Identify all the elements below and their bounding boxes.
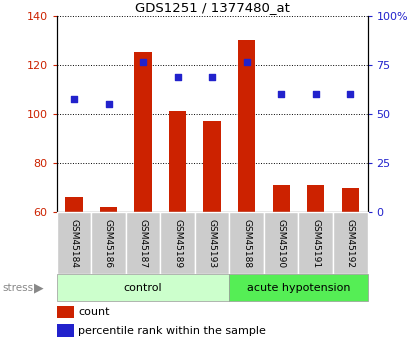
Text: count: count — [79, 307, 110, 317]
Point — [71, 96, 77, 102]
Bar — [299, 212, 333, 274]
Bar — [66, 197, 83, 212]
Bar — [333, 212, 368, 274]
Bar — [57, 324, 74, 337]
Bar — [134, 52, 152, 212]
Bar — [238, 40, 255, 212]
Bar — [264, 212, 299, 274]
Text: GSM45189: GSM45189 — [173, 219, 182, 268]
Bar — [57, 212, 91, 274]
Bar — [273, 185, 290, 212]
Point — [140, 59, 147, 65]
Point — [209, 74, 215, 80]
Text: GSM45184: GSM45184 — [69, 219, 79, 268]
Bar — [160, 212, 195, 274]
Text: GSM45192: GSM45192 — [346, 219, 355, 268]
Bar — [57, 306, 74, 318]
Bar — [203, 121, 221, 212]
Text: control: control — [124, 283, 163, 293]
Text: GSM45191: GSM45191 — [311, 219, 320, 268]
Point — [243, 59, 250, 65]
Point — [105, 101, 112, 107]
Text: GSM45186: GSM45186 — [104, 219, 113, 268]
Bar — [100, 207, 117, 212]
Bar — [341, 188, 359, 212]
Point — [174, 74, 181, 80]
Point — [312, 91, 319, 97]
Text: acute hypotension: acute hypotension — [247, 283, 350, 293]
Text: GSM45187: GSM45187 — [139, 219, 147, 268]
Bar — [229, 212, 264, 274]
Bar — [195, 212, 229, 274]
Point — [278, 91, 284, 97]
Text: stress: stress — [2, 283, 33, 293]
Bar — [169, 111, 186, 212]
Title: GDS1251 / 1377480_at: GDS1251 / 1377480_at — [135, 1, 289, 14]
Bar — [229, 274, 368, 301]
Text: GSM45188: GSM45188 — [242, 219, 251, 268]
Bar — [307, 185, 324, 212]
Text: percentile rank within the sample: percentile rank within the sample — [79, 326, 266, 336]
Text: GSM45190: GSM45190 — [277, 219, 286, 268]
Point — [347, 91, 354, 97]
Bar — [57, 274, 229, 301]
Text: GSM45193: GSM45193 — [207, 219, 217, 268]
Bar — [126, 212, 160, 274]
Text: ▶: ▶ — [34, 282, 44, 295]
Bar — [91, 212, 126, 274]
